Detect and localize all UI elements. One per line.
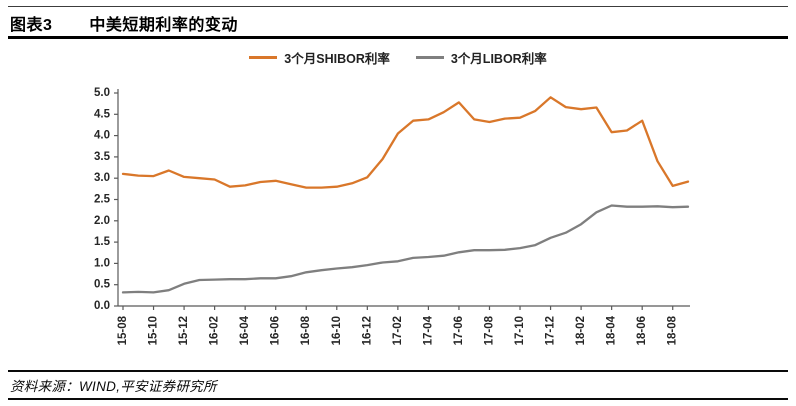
- x-tick-label: 16-08: [300, 315, 312, 345]
- x-tick-label: 17-06: [453, 316, 465, 345]
- y-tick-label: 0.5: [94, 279, 111, 291]
- y-tick-label: 5.0: [94, 87, 110, 99]
- libor-series-line: [121, 204, 690, 294]
- legend-label-shibor: 3个月SHIBOR利率: [284, 52, 390, 66]
- x-tick-label: 17-10: [514, 316, 526, 345]
- libor-line-swatch: [415, 56, 444, 59]
- y-tick-label: 4.0: [94, 130, 110, 142]
- chart-legend: 3个月SHIBOR利率 3个月LIBOR利率: [0, 48, 796, 67]
- x-tick-label: 15-10: [148, 316, 160, 345]
- x-tick-label: 15-12: [178, 316, 190, 345]
- x-tick-label: 18-08: [667, 315, 679, 345]
- x-tick-label: 18-02: [575, 316, 587, 345]
- source-divider: [8, 370, 788, 372]
- x-tick-label: 18-04: [606, 315, 618, 345]
- x-tick-label: 16-06: [270, 316, 282, 345]
- legend-item-libor: 3个月LIBOR利率: [415, 48, 547, 67]
- x-tick-label: 17-02: [392, 316, 404, 345]
- legend-item-shibor: 3个月SHIBOR利率: [249, 48, 390, 67]
- figure-header: 图表3 中美短期利率的变动: [10, 11, 238, 35]
- x-tick-label: 16-02: [209, 316, 221, 345]
- x-tick-label: 16-04: [239, 315, 251, 345]
- y-tick-label: 2.0: [94, 215, 110, 227]
- x-tick-label: 16-10: [331, 316, 343, 345]
- y-tick-label: 3.0: [94, 172, 110, 184]
- y-tick-label: 1.0: [94, 257, 110, 269]
- axes: [114, 89, 690, 310]
- top-divider: [8, 6, 788, 7]
- x-tick-label: 17-12: [545, 316, 557, 345]
- y-tick-label: 1.5: [94, 236, 111, 248]
- source-note: 资料来源：WIND,平安证券研究所: [10, 379, 217, 394]
- figure-tag: 图表3: [10, 17, 53, 34]
- y-tick-labels: 0.0 0.5 1.0 1.5 2.0 2.5 3.0 3.5 4.0 4.5 5.0: [94, 87, 111, 312]
- x-tick-label: 17-04: [422, 315, 434, 345]
- y-tick-label: 2.5: [94, 194, 111, 206]
- y-tick-label: 0.0: [94, 300, 110, 312]
- x-tick-label: 15-08: [117, 315, 129, 345]
- y-tick-label: 4.5: [94, 108, 111, 120]
- figure-title: 中美短期利率的变动: [89, 17, 238, 34]
- x-tick-label: 18-06: [636, 316, 648, 345]
- x-tick-label: 17-08: [483, 315, 495, 345]
- x-tick-labels: 15-08 15-10 15-12 16-02 16-04 16-06 16-08 16-10…: [117, 315, 679, 345]
- y-tick-label: 3.5: [94, 151, 111, 163]
- x-tick-label: 16-12: [361, 316, 373, 345]
- chart-area: 0.0 0.5 1.0 1.5 2.0 2.5 3.0 3.5 4.0 4.5 5.0 15-08 15…: [0, 70, 796, 370]
- bottom-divider: [8, 398, 788, 400]
- title-divider: [8, 36, 788, 39]
- legend-label-libor: 3个月LIBOR利率: [450, 52, 547, 66]
- shibor-line-swatch: [249, 56, 278, 59]
- shibor-series-line: [121, 96, 690, 189]
- line-chart: 0.00.51.01.52.02.53.03.54.04.55.015-08 15…: [94, 87, 690, 345]
